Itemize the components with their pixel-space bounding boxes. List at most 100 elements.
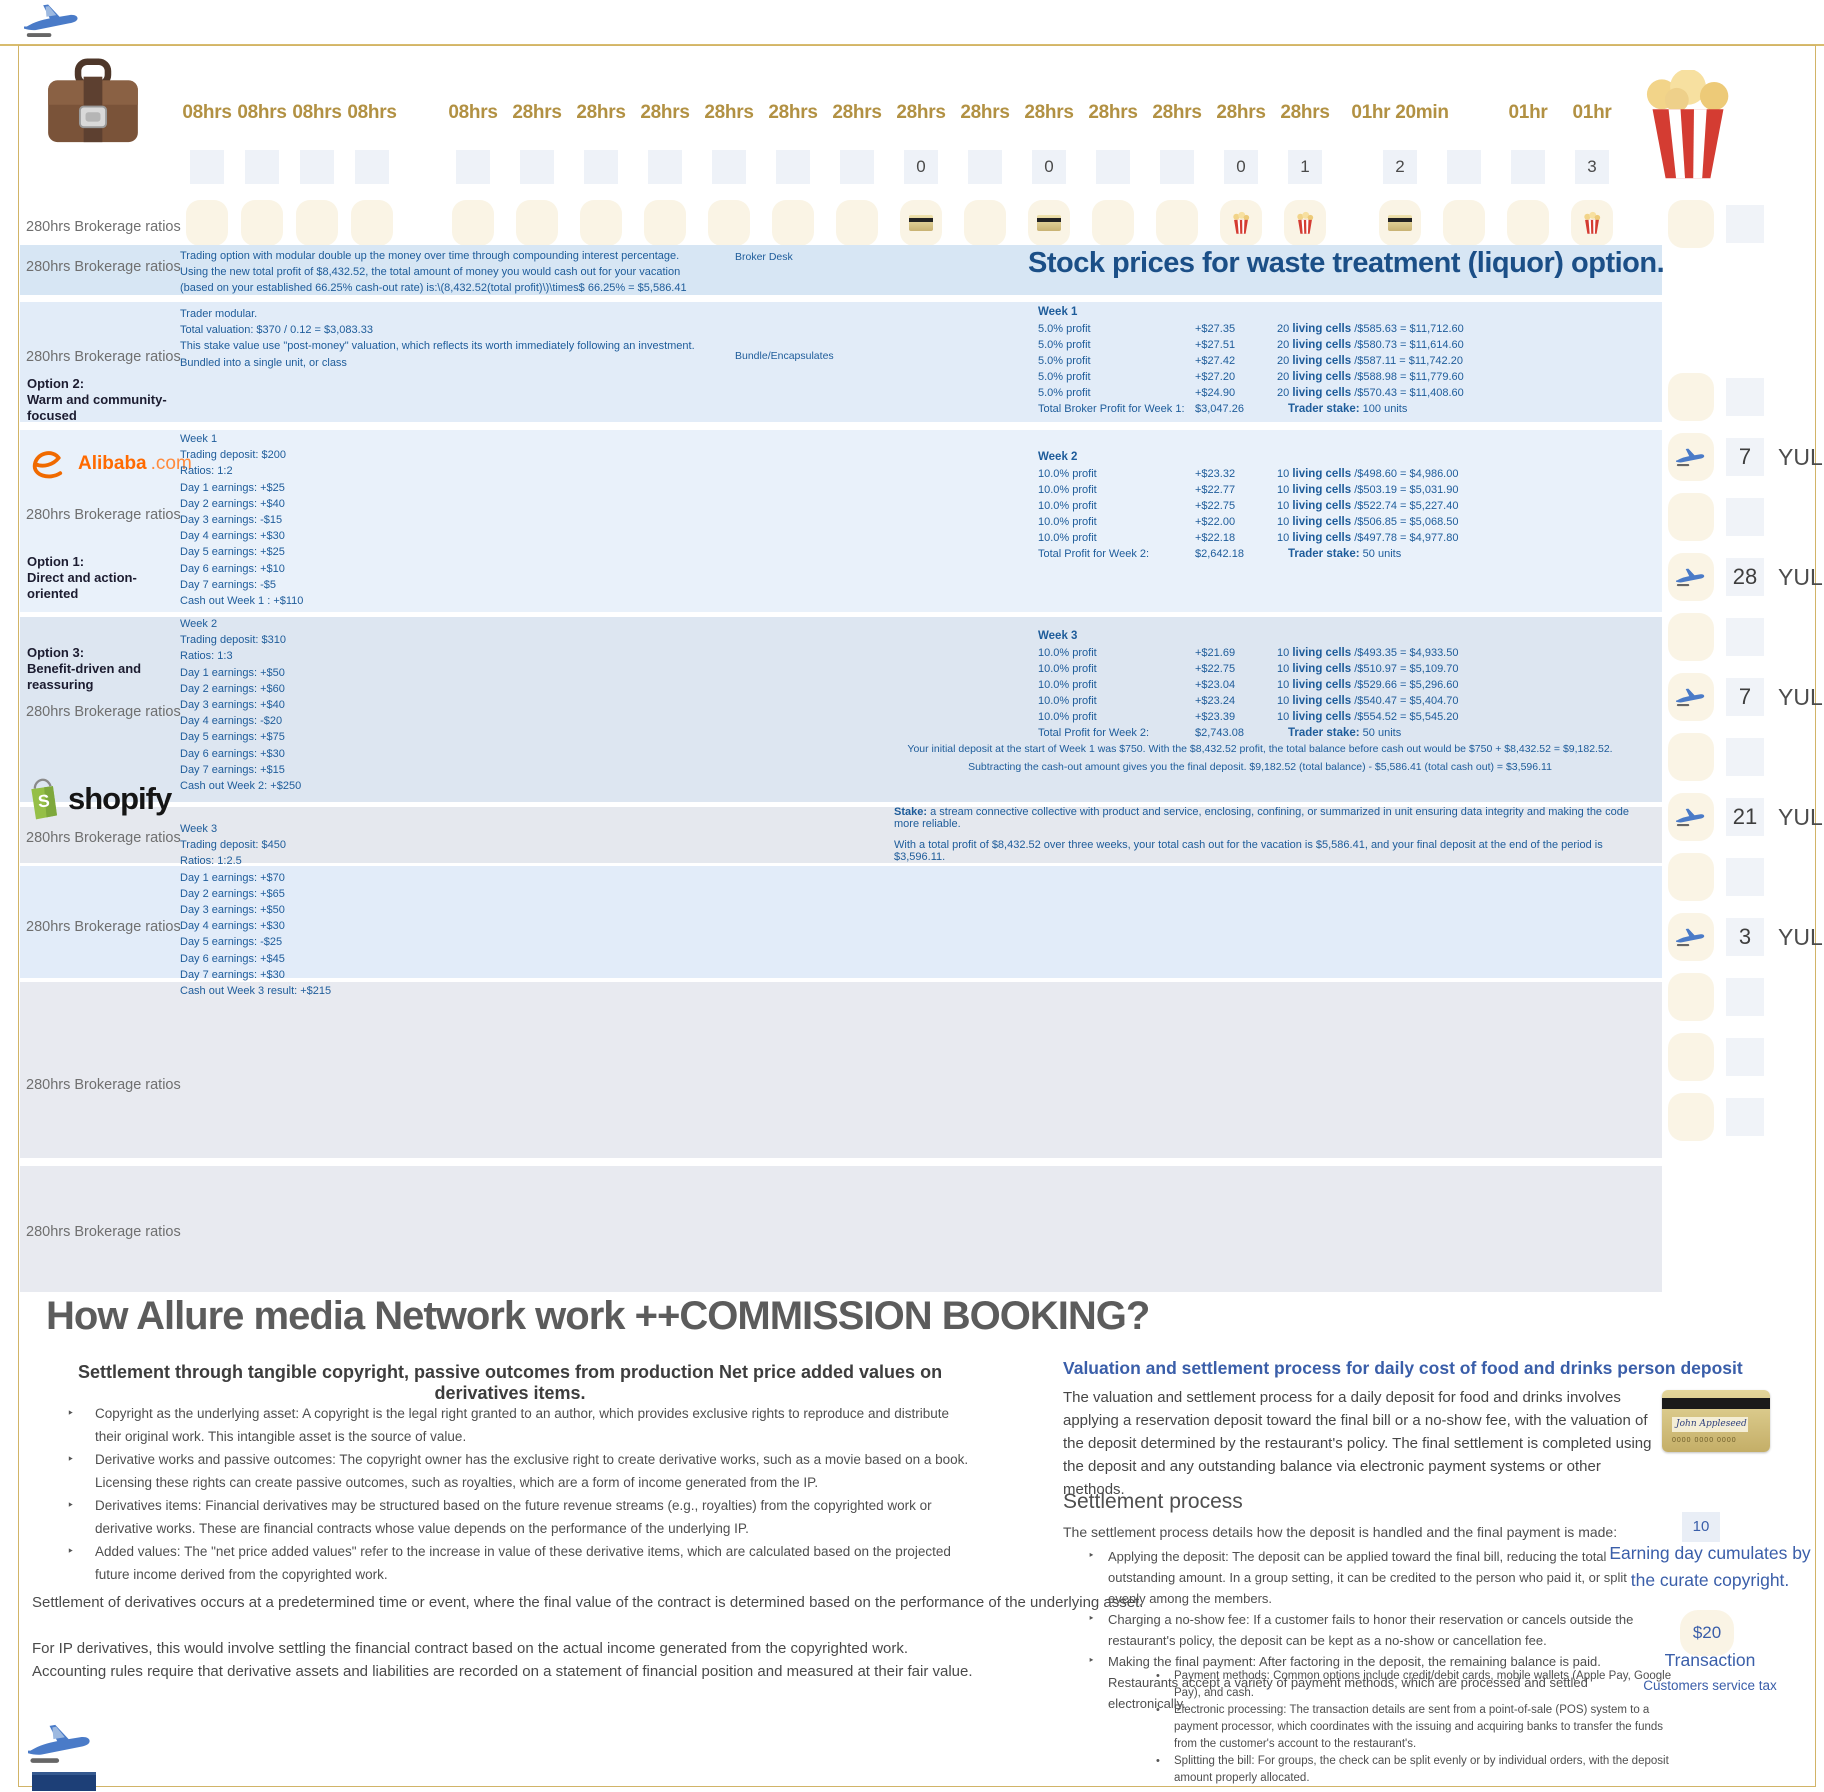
count-cell[interactable]: 0 (1224, 150, 1258, 184)
flight-count-cell[interactable]: 7 (1726, 438, 1764, 476)
bundle-label: Bundle/Encapsulates (735, 350, 834, 362)
slot-cell[interactable] (1028, 200, 1070, 246)
alibaba-logo[interactable]: Alibaba .com (28, 448, 192, 480)
count-cell[interactable] (1160, 150, 1194, 184)
flight-slot-cell[interactable] (1668, 200, 1714, 248)
airplane-landing-icon (1676, 688, 1705, 707)
slot-cell[interactable] (1443, 200, 1485, 246)
flight-slot-cell[interactable] (1668, 913, 1714, 961)
row-band-trading-option (20, 245, 1662, 295)
list-item: Electronic processing: The transaction d… (1150, 1702, 1680, 1753)
count-cell[interactable] (1447, 150, 1481, 184)
count-cell[interactable] (968, 150, 1002, 184)
count-cell[interactable] (1096, 150, 1130, 184)
airplane-icon (28, 1724, 90, 1763)
count-cell[interactable]: 0 (904, 150, 938, 184)
flight-row (1668, 613, 1778, 661)
flight-count-cell[interactable] (1726, 1098, 1764, 1136)
flight-count-cell[interactable]: 3 (1726, 918, 1764, 956)
flight-slot-cell[interactable] (1668, 613, 1714, 661)
row-band-week3 (20, 866, 1662, 978)
slot-cell[interactable] (1571, 200, 1613, 246)
duration-label: 28hrs (1088, 102, 1138, 123)
flight-slot-cell[interactable] (1668, 433, 1714, 481)
slot-cell[interactable] (1220, 200, 1262, 246)
slot-cell[interactable] (580, 200, 622, 246)
count-cell[interactable]: 3 (1575, 150, 1609, 184)
slot-cell[interactable] (1507, 200, 1549, 246)
table-row: 10.0% profit +$22.18 10 living cells /$4… (1038, 532, 1459, 544)
flight-slot-cell[interactable] (1668, 493, 1714, 541)
popcorn-icon (1297, 211, 1314, 234)
slot-cell[interactable] (964, 200, 1006, 246)
flight-count-cell[interactable] (1726, 205, 1764, 243)
earnings-line: Day 7 earnings: +$30 (180, 968, 285, 981)
slot-cell[interactable] (836, 200, 878, 246)
list-item: Derivative works and passive outcomes: T… (55, 1448, 975, 1494)
flight-slot-cell[interactable] (1668, 373, 1714, 421)
count-cell[interactable] (712, 150, 746, 184)
count-cell[interactable] (190, 150, 224, 184)
flight-row (1668, 853, 1778, 901)
count-cell[interactable] (245, 150, 279, 184)
flight-count-cell[interactable] (1726, 498, 1764, 536)
card-digits: 0000 0000 0000 (1672, 1437, 1737, 1444)
count-cell[interactable] (840, 150, 874, 184)
slot-cell[interactable] (1284, 200, 1326, 246)
flight-slot-cell[interactable] (1668, 553, 1714, 601)
list-item: Charging a no-show fee: If a customer fa… (1080, 1609, 1660, 1651)
count-cell[interactable]: 1 (1288, 150, 1322, 184)
slot-cell[interactable] (1156, 200, 1198, 246)
earnings-line: Day 3 earnings: +$50 (180, 904, 285, 917)
flight-slot-cell[interactable] (1668, 853, 1714, 901)
slot-cell[interactable] (644, 200, 686, 246)
header-column: 28hrs (704, 96, 754, 246)
slot-cell[interactable] (1379, 200, 1421, 246)
flight-count-cell[interactable] (1726, 618, 1764, 656)
slot-cell[interactable] (708, 200, 750, 246)
flight-slot-cell[interactable] (1668, 1033, 1714, 1081)
flight-slot-cell[interactable] (1668, 973, 1714, 1021)
count-cell[interactable] (584, 150, 618, 184)
flight-slot-cell[interactable] (1668, 673, 1714, 721)
flight-count-cell[interactable]: 28 (1726, 558, 1764, 596)
row-band-week1 (20, 430, 1662, 612)
count-cell[interactable] (300, 150, 334, 184)
payment-sub-list: Payment methods: Common options include … (1150, 1668, 1680, 1787)
slot-cell[interactable] (296, 200, 338, 246)
slot-cell[interactable] (351, 200, 393, 246)
table-row: 10.0% profit +$23.04 10 living cells /$5… (1038, 679, 1459, 691)
flight-count-cell[interactable] (1726, 1038, 1764, 1076)
count-cell[interactable]: 0 (1032, 150, 1066, 184)
slot-cell[interactable] (516, 200, 558, 246)
flight-slot-cell[interactable] (1668, 733, 1714, 781)
count-cell[interactable] (520, 150, 554, 184)
count-cell[interactable]: 2 (1383, 150, 1417, 184)
shopify-logo[interactable]: S shopify (24, 778, 172, 820)
flight-count-cell[interactable] (1726, 738, 1764, 776)
duration-label: 28hrs (832, 102, 882, 123)
flight-count-cell[interactable] (1726, 378, 1764, 416)
slot-cell[interactable] (900, 200, 942, 246)
slot-cell[interactable] (452, 200, 494, 246)
earning-count-cell[interactable]: 10 (1682, 1512, 1720, 1542)
count-cell[interactable] (355, 150, 389, 184)
count-cell[interactable] (456, 150, 490, 184)
table-title: Week 1 (1038, 306, 1078, 318)
flight-slot-cell[interactable] (1668, 1093, 1714, 1141)
header-column: 01hr 20min 2 (1351, 96, 1449, 246)
count-cell[interactable] (1511, 150, 1545, 184)
flight-slot-cell[interactable] (1668, 793, 1714, 841)
slot-cell[interactable] (772, 200, 814, 246)
flight-count-cell[interactable]: 21 (1726, 798, 1764, 836)
duration-label: 28hrs (704, 102, 754, 123)
count-cell[interactable] (776, 150, 810, 184)
count-cell[interactable] (648, 150, 682, 184)
slot-cell[interactable] (186, 200, 228, 246)
flight-count-cell[interactable] (1726, 858, 1764, 896)
flight-count-cell[interactable] (1726, 978, 1764, 1016)
deposit-line: Subtracting the cash-out amount gives yo… (968, 761, 1552, 773)
slot-cell[interactable] (241, 200, 283, 246)
flight-count-cell[interactable]: 7 (1726, 678, 1764, 716)
slot-cell[interactable] (1092, 200, 1134, 246)
